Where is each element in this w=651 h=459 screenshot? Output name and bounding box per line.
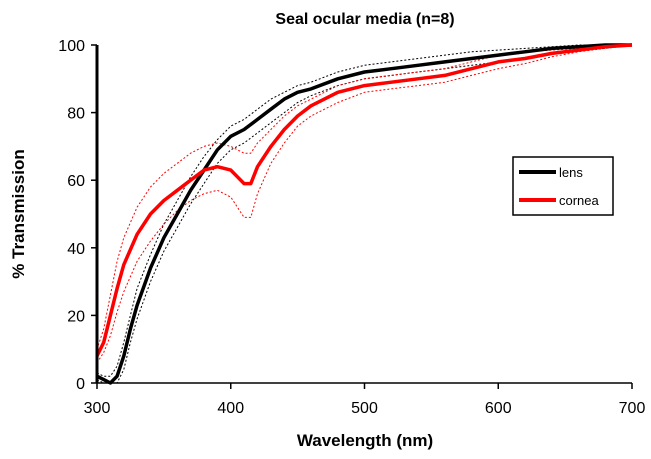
legend-label-lens: lens <box>559 165 583 180</box>
y-tick-label: 40 <box>67 241 85 258</box>
x-axis-ticks: 300 400 500 600 700 <box>84 383 646 417</box>
x-tick-label: 400 <box>217 400 244 417</box>
x-tick-label: 600 <box>485 400 512 417</box>
legend-label-cornea: cornea <box>559 193 600 208</box>
y-axis-label: % Transmission <box>9 149 28 278</box>
chart-title: Seal ocular media (n=8) <box>275 11 454 28</box>
y-axis-ticks: 0 20 40 60 80 100 <box>58 38 97 393</box>
y-tick-label: 20 <box>67 308 85 325</box>
y-tick-label: 0 <box>76 376 85 393</box>
y-tick-label: 80 <box>67 106 85 123</box>
y-tick-label: 100 <box>58 38 85 55</box>
x-axis-label: Wavelength (nm) <box>297 431 433 450</box>
x-tick-label: 700 <box>619 400 646 417</box>
x-tick-label: 300 <box>84 400 111 417</box>
x-tick-label: 500 <box>351 400 378 417</box>
legend: lens cornea <box>513 157 613 215</box>
y-tick-label: 60 <box>67 173 85 190</box>
